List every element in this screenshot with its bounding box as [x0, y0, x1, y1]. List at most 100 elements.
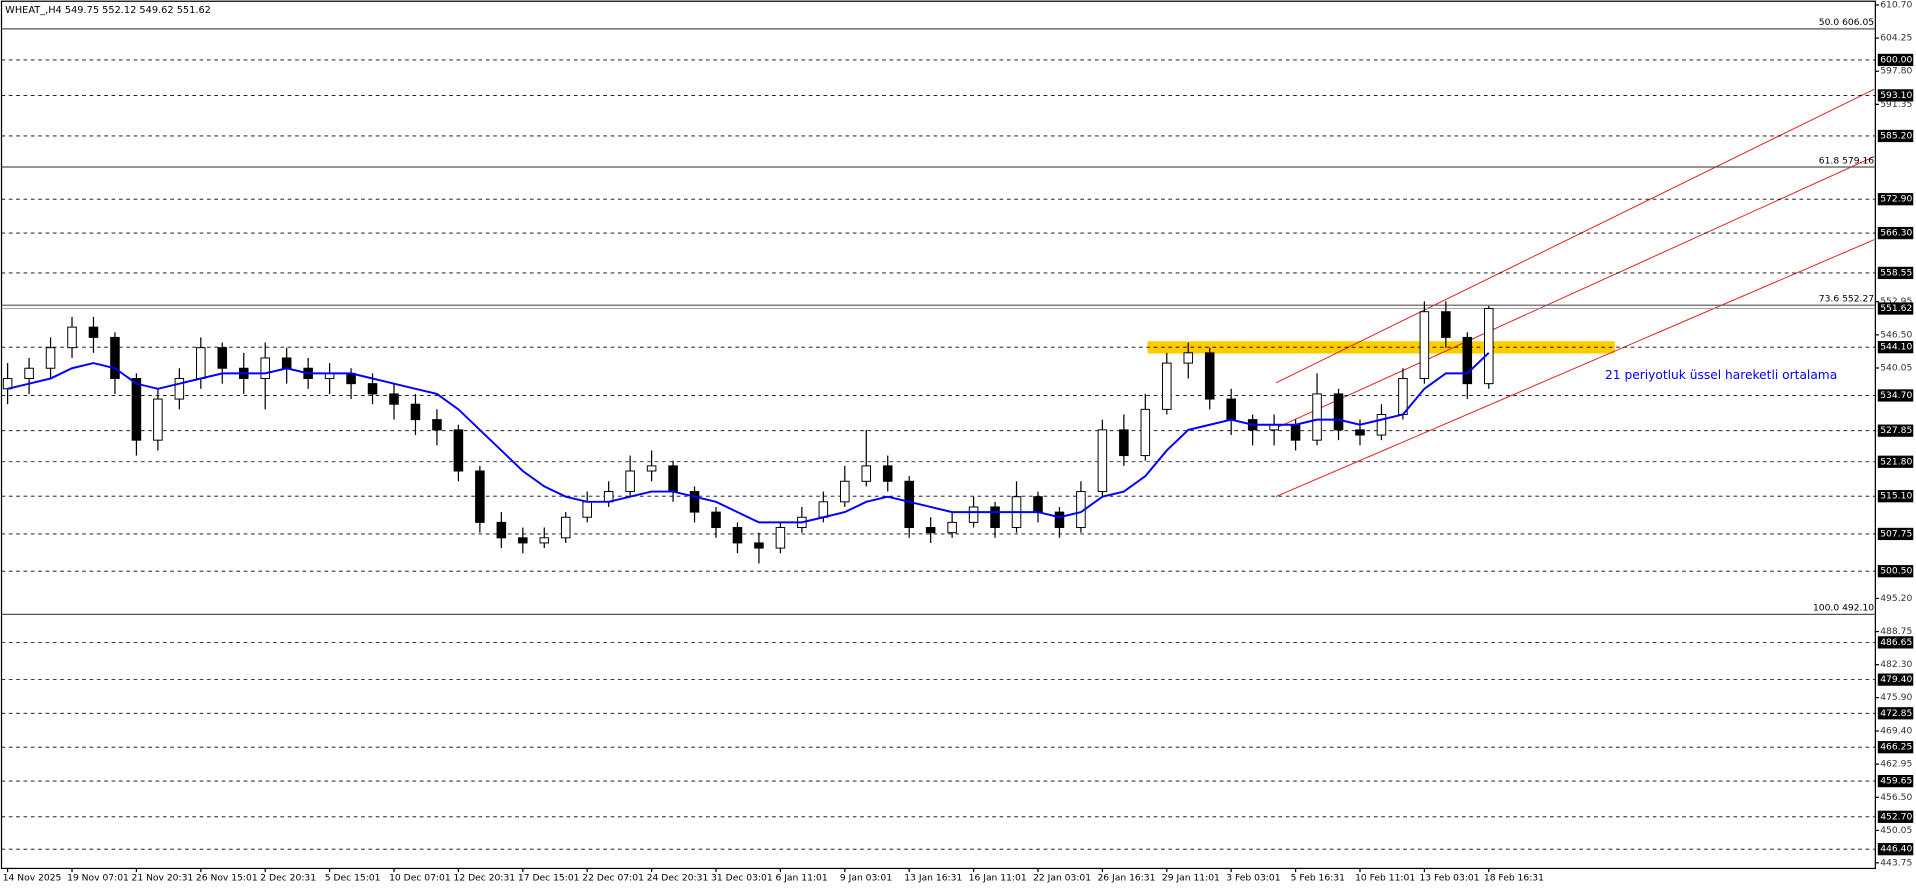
plot-frame — [0, 0, 1876, 870]
x-tick-label: 5 Feb 16:31 — [1291, 873, 1345, 884]
y-tick-label: 469.40 — [1880, 726, 1912, 737]
candle-body — [754, 542, 764, 549]
price-label: 558.55 — [1880, 267, 1912, 278]
y-tick-label: 546.50 — [1880, 329, 1912, 340]
price-label: 466.25 — [1880, 742, 1912, 753]
fib-label: 50.0 606.05 — [1819, 17, 1875, 28]
x-tick-label: 12 Dec 20:31 — [454, 873, 516, 884]
candle-body — [925, 527, 936, 534]
fib-label: 73.6 552.27 — [1819, 294, 1875, 305]
candle-body — [153, 398, 163, 441]
candle-body — [281, 357, 292, 369]
x-tick-label: 10 Feb 11:01 — [1355, 873, 1415, 884]
candle-body — [840, 480, 850, 503]
y-tick-label: 443.75 — [1880, 857, 1912, 868]
x-tick-label: 26 Jan 16:31 — [1097, 873, 1155, 884]
fib-label: 100.0 492.10 — [1813, 603, 1874, 614]
candle-body — [196, 347, 206, 380]
candle-body — [475, 470, 485, 523]
candle-body — [45, 347, 56, 369]
candle-body — [539, 537, 550, 544]
y-tick-label: 591.35 — [1880, 99, 1912, 110]
candle-body — [882, 465, 893, 482]
candle-body — [1333, 393, 1344, 431]
price-label: 593.10 — [1880, 90, 1912, 101]
y-tick-label: 475.90 — [1880, 692, 1912, 703]
candle-body — [947, 521, 957, 534]
price-label: 479.40 — [1880, 674, 1912, 685]
price-label-box — [1877, 89, 1914, 102]
x-tick-label: 22 Dec 07:01 — [582, 873, 644, 884]
candle-body — [410, 403, 421, 421]
price-label-box — [1877, 707, 1914, 720]
candle-body — [217, 347, 228, 369]
candle-body — [1162, 362, 1172, 410]
x-tick-label: 17 Dec 15:01 — [518, 873, 580, 884]
x-tick-label: 13 Jan 16:31 — [904, 873, 962, 884]
price-label-box — [1877, 129, 1914, 143]
candle-body — [518, 537, 528, 544]
candle-body — [904, 480, 914, 529]
price-label: 585.20 — [1880, 130, 1912, 141]
price-label-box — [1877, 389, 1914, 402]
y-tick-label: 456.50 — [1880, 792, 1912, 803]
candle-body — [432, 419, 442, 431]
price-label-box — [1877, 810, 1914, 823]
candle-body — [496, 521, 507, 539]
price-label-box — [1877, 774, 1914, 788]
y-tick-label: 610.70 — [1880, 0, 1912, 10]
candle-body — [131, 378, 142, 441]
candle-body — [367, 383, 378, 395]
x-tick-label: 10 Dec 07:01 — [389, 873, 451, 884]
candle-body — [110, 336, 120, 380]
candle-body — [1097, 429, 1108, 493]
price-label-box — [1877, 565, 1914, 578]
candle-body — [1312, 393, 1322, 441]
price-label-box — [1877, 226, 1914, 240]
candle-body — [1462, 336, 1473, 385]
price-label: 507.75 — [1880, 528, 1912, 539]
channel-middle — [1275, 156, 1875, 429]
price-label-box — [1877, 424, 1914, 437]
candle-body — [861, 465, 872, 482]
x-tick-label: 6 Jan 11:01 — [776, 873, 828, 884]
price-label: 515.10 — [1880, 491, 1912, 502]
candle-body — [968, 506, 979, 523]
price-label: 452.70 — [1880, 811, 1912, 822]
candle-body — [389, 393, 399, 405]
price-label: 551.62 — [1880, 303, 1912, 314]
candle-body — [1054, 511, 1065, 529]
price-label-box — [1877, 341, 1914, 354]
x-tick-label: 19 Nov 07:01 — [67, 873, 129, 884]
y-tick-label: 462.95 — [1880, 759, 1912, 770]
x-tick-label: 26 Nov 15:01 — [196, 873, 258, 884]
channel-lower — [1275, 239, 1875, 498]
price-label-box — [1877, 266, 1914, 280]
x-tick-label: 29 Jan 11:01 — [1162, 873, 1220, 884]
x-tick-label: 5 Dec 15:01 — [325, 873, 381, 884]
candle-body — [1140, 408, 1151, 457]
candle-body — [732, 527, 743, 544]
price-label: 446.40 — [1880, 844, 1912, 855]
price-label: 521.80 — [1880, 456, 1912, 467]
price-label-box — [1877, 636, 1914, 649]
candle-body — [582, 501, 592, 518]
candle-body — [1119, 429, 1129, 457]
candle-body — [1441, 311, 1451, 338]
price-label-box — [1877, 490, 1914, 503]
fib-label: 61.8 579.16 — [1819, 155, 1875, 166]
x-tick-label: 13 Feb 03:01 — [1419, 873, 1479, 884]
x-tick-label: 2 Dec 20:31 — [260, 873, 316, 884]
x-tick-label: 21 Nov 20:31 — [132, 873, 194, 884]
candle-body — [990, 506, 1000, 529]
candle-body — [775, 527, 786, 549]
x-tick-label: 31 Dec 03:01 — [711, 873, 773, 884]
price-label: 534.70 — [1880, 390, 1912, 401]
x-tick-label: 9 Jan 03:01 — [840, 873, 892, 884]
candle-body — [174, 378, 185, 400]
annotation: 21 periyotluk üssel hareketli ortalama — [1605, 368, 1837, 382]
price-label: 572.90 — [1880, 194, 1912, 205]
trend-channel — [1275, 88, 1875, 498]
price-label: 459.65 — [1880, 776, 1912, 787]
